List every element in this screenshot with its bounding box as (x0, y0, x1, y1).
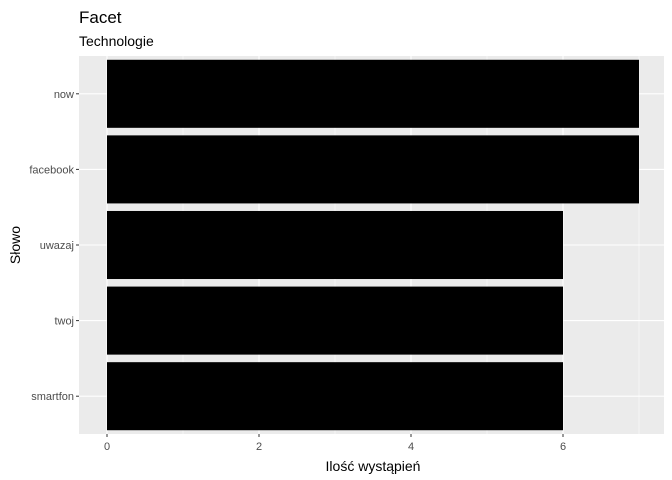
y-tick-label: uwazaj (40, 240, 74, 252)
x-tick-label: 0 (104, 441, 110, 453)
x-axis-title: Ilość wystąpień (326, 458, 421, 474)
y-tick-label: now (54, 89, 74, 101)
y-tick-label: smartfon (31, 391, 74, 403)
y-tick-label: twoj (54, 316, 74, 328)
y-tick-label: facebook (29, 164, 74, 176)
y-axis: now facebook uwazaj twoj smartfon (29, 89, 79, 403)
chart-title: Facet (79, 8, 122, 27)
y-axis-title: Słowo (7, 226, 23, 264)
bars-group (107, 59, 639, 431)
x-tick-label: 6 (560, 441, 566, 453)
bar-twoj (107, 286, 563, 355)
chart-subtitle: Technologie (79, 33, 154, 49)
bar-uwazaj (107, 210, 563, 280)
bar-smartfon (107, 362, 563, 431)
bar-now (107, 59, 639, 128)
x-axis: 0 2 4 6 (104, 434, 566, 453)
x-tick-label: 4 (408, 441, 414, 453)
bar-facebook (107, 135, 639, 204)
x-tick-label: 2 (256, 441, 262, 453)
